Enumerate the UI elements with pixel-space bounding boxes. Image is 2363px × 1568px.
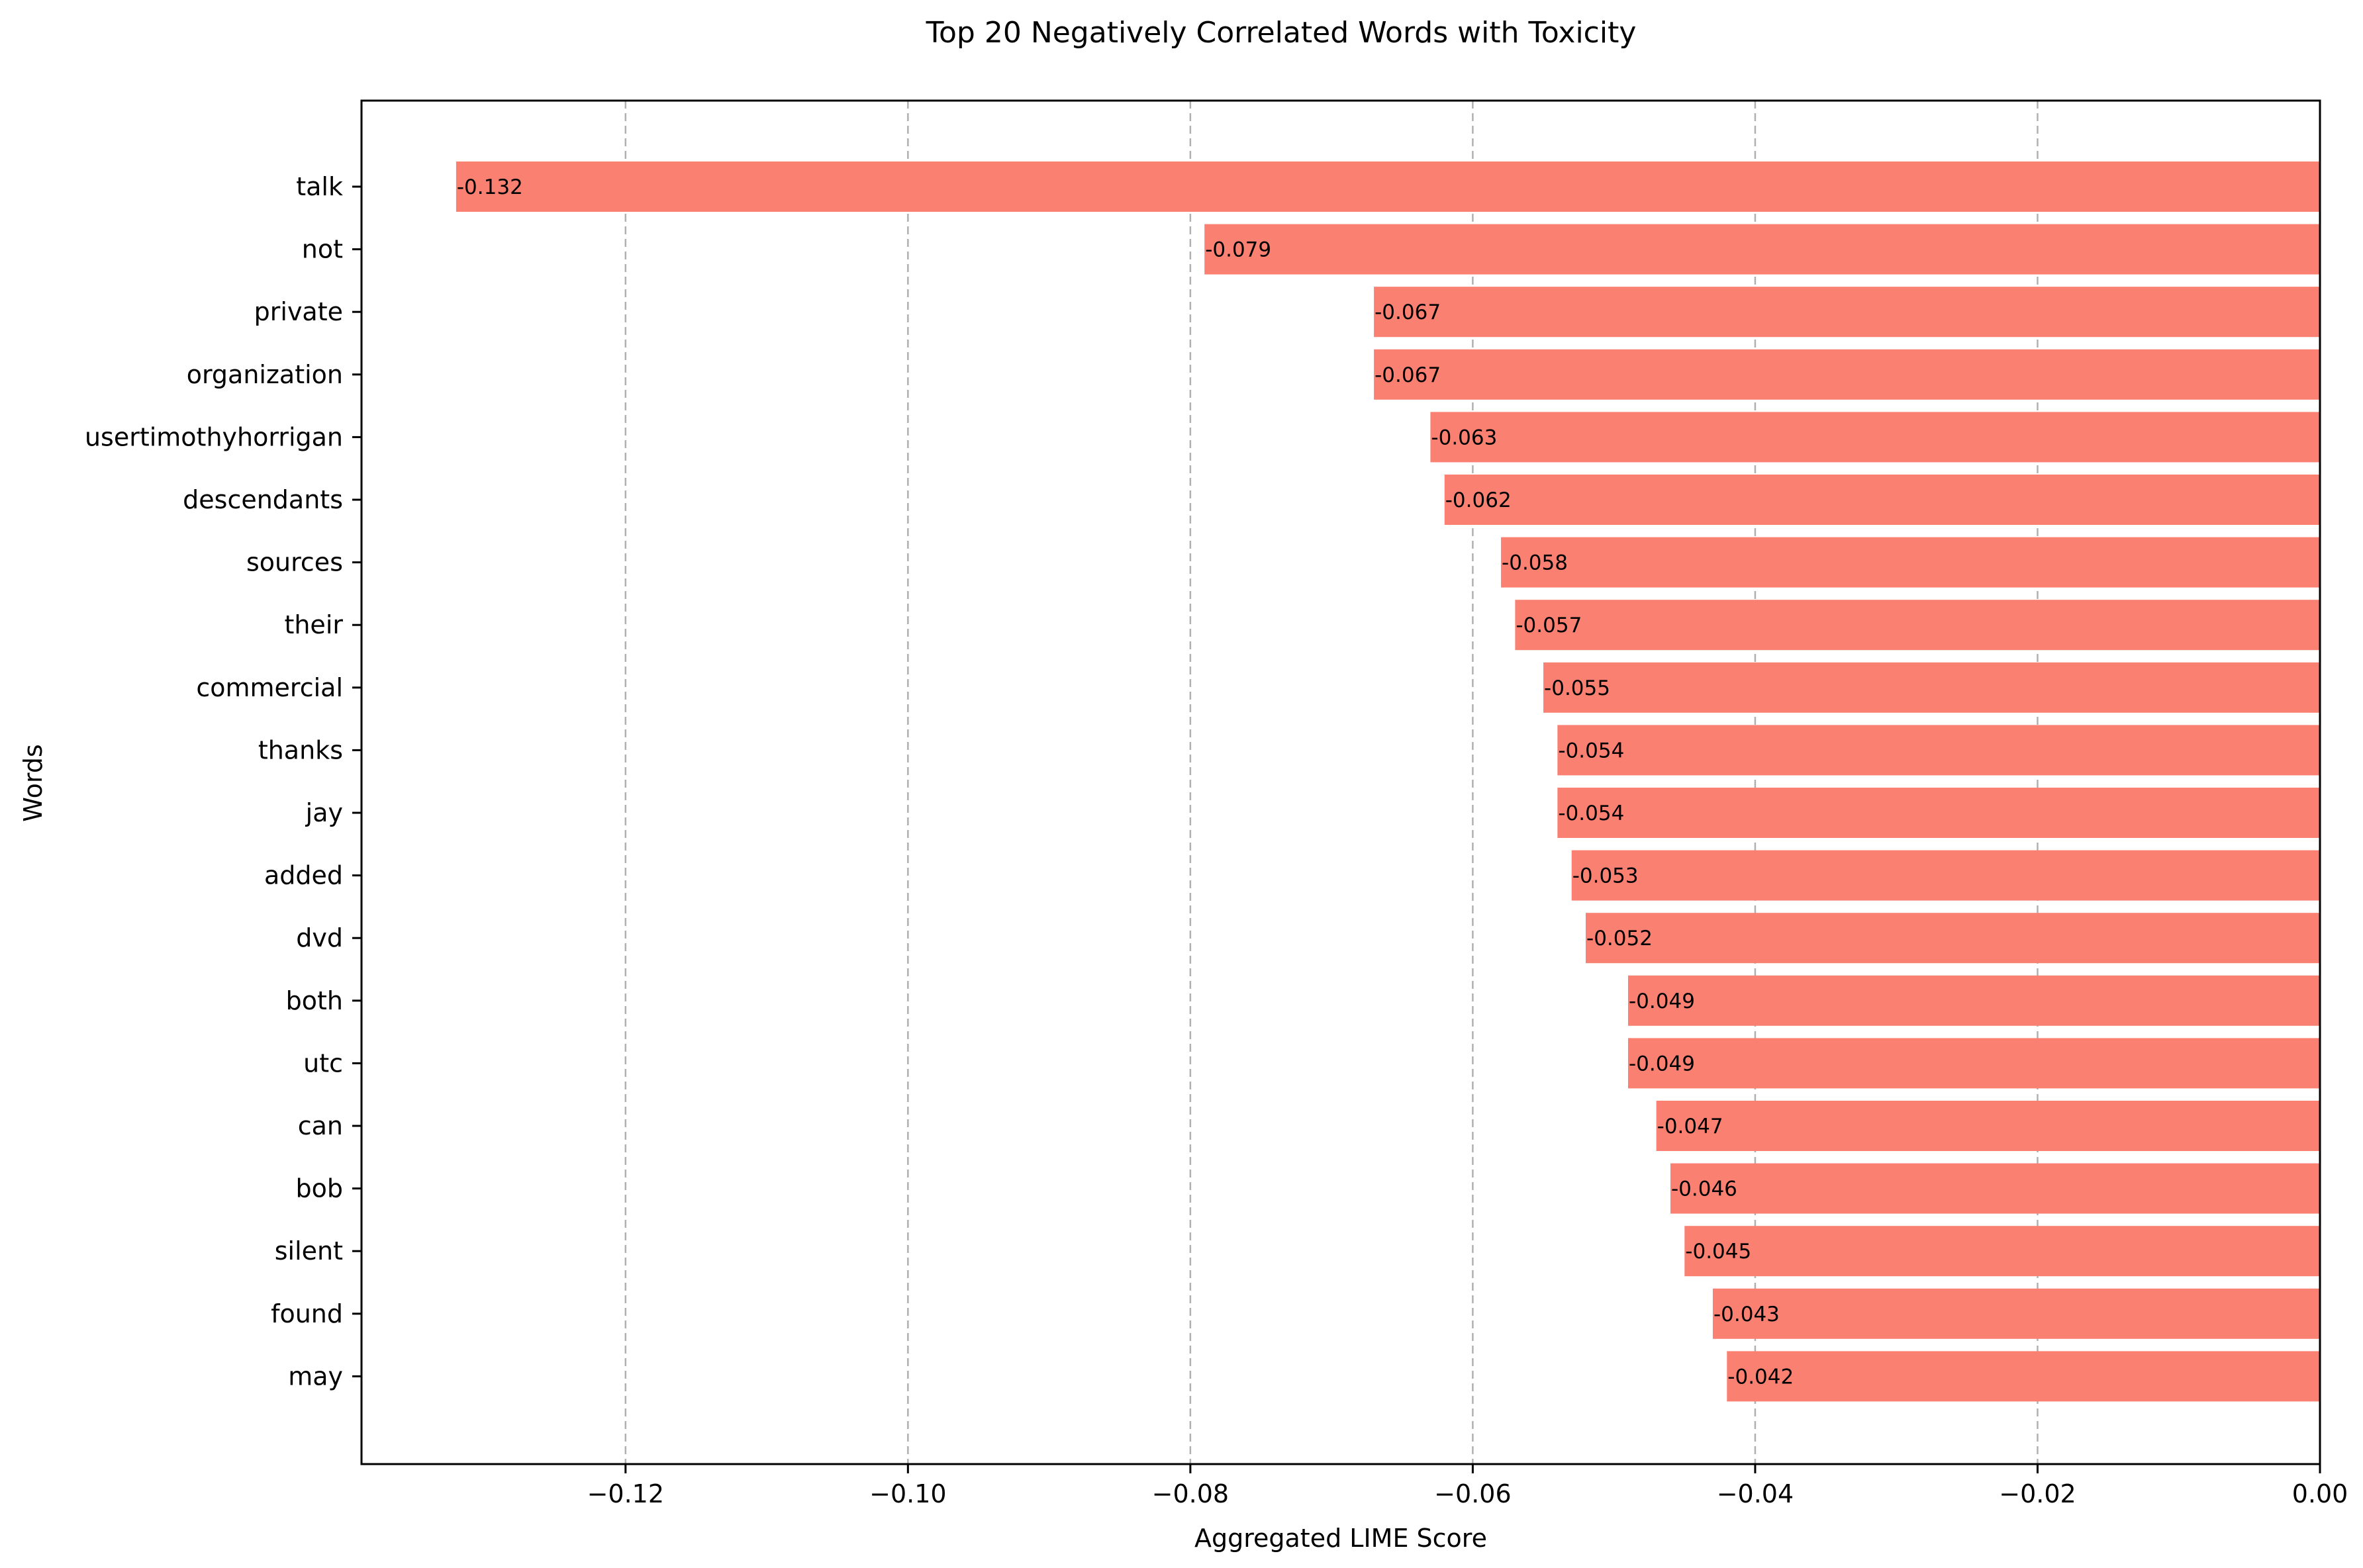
x-tick-label: 0.00 <box>2292 1479 2348 1508</box>
y-tick-label: found <box>271 1299 343 1328</box>
data-label: -0.067 <box>1374 300 1441 324</box>
bar <box>1627 975 2320 1026</box>
bar <box>1501 537 2320 588</box>
bar <box>1727 1351 2320 1402</box>
bar <box>1586 913 2320 964</box>
y-tick-label: may <box>288 1361 343 1391</box>
data-label: -0.049 <box>1629 990 1695 1013</box>
data-label: -0.049 <box>1629 1052 1695 1076</box>
x-tick-label: −0.02 <box>1999 1479 2076 1508</box>
bar <box>1670 1163 2320 1214</box>
y-axis-label: Words <box>19 744 48 821</box>
y-tick-label: commercial <box>196 673 343 702</box>
y-tick-label: silent <box>275 1236 343 1266</box>
data-label: -0.057 <box>1516 614 1582 637</box>
bar <box>1374 287 2320 338</box>
bar <box>1627 1038 2320 1089</box>
data-label: -0.079 <box>1205 238 1271 262</box>
data-label: -0.055 <box>1544 676 1610 700</box>
y-tick-label: utc <box>303 1048 343 1078</box>
y-tick-label: talk <box>296 172 343 201</box>
data-label: -0.042 <box>1727 1365 1794 1389</box>
y-tick-label: their <box>284 610 343 639</box>
y-tick-label: jay <box>305 798 343 827</box>
y-tick-label: organization <box>187 360 343 389</box>
y-tick-label: both <box>286 986 343 1015</box>
data-label: -0.043 <box>1713 1303 1780 1326</box>
bar <box>1543 662 2320 713</box>
bar <box>1515 600 2320 651</box>
y-tick-label: dvd <box>296 923 343 952</box>
y-tick-label: not <box>302 235 343 264</box>
bar <box>1557 725 2320 776</box>
data-label: -0.132 <box>457 175 523 199</box>
x-tick-label: −0.12 <box>587 1479 664 1508</box>
bar <box>1656 1101 2320 1151</box>
bar <box>1204 224 2320 275</box>
bar <box>1684 1226 2320 1277</box>
bars <box>456 161 2321 1402</box>
x-tick-label: −0.10 <box>869 1479 946 1508</box>
bar <box>1557 788 2320 838</box>
y-tick-label: private <box>254 297 343 326</box>
x-axis-ticks: −0.12 −0.10 −0.08 −0.06 −0.04 −0.02 0.00 <box>587 1464 2348 1508</box>
y-tick-label: bob <box>296 1174 344 1203</box>
data-label: -0.052 <box>1586 927 1653 950</box>
x-tick-label: −0.06 <box>1434 1479 1511 1508</box>
data-label: -0.053 <box>1572 864 1639 888</box>
data-label: -0.058 <box>1502 551 1568 575</box>
bar <box>1571 850 2320 901</box>
data-label: -0.045 <box>1685 1240 1751 1264</box>
y-tick-label: can <box>298 1111 343 1140</box>
plot-frame <box>360 99 2321 1465</box>
bar <box>1430 412 2320 463</box>
bar <box>1712 1288 2320 1339</box>
chart-title: Top 20 Negatively Correlated Words with … <box>926 16 1637 50</box>
data-label: -0.054 <box>1558 739 1624 762</box>
x-tick-label: −0.04 <box>1717 1479 1794 1508</box>
data-label: -0.062 <box>1445 488 1512 512</box>
bar <box>456 161 2321 212</box>
y-axis-ticks: talk not private organization usertimothyhor… <box>85 172 362 1391</box>
data-labels: -0.132 -0.079 -0.067 -0.067 -0.063 -0.062 -0.0… <box>457 175 1794 1389</box>
y-tick-label: descendants <box>183 485 343 514</box>
bar <box>1444 475 2320 525</box>
y-tick-label: sources <box>246 548 343 577</box>
data-label: -0.067 <box>1374 363 1441 387</box>
y-tick-label: thanks <box>258 735 343 764</box>
bar <box>1374 349 2320 400</box>
data-label: -0.063 <box>1431 426 1497 449</box>
x-axis-label: Aggregated LIME Score <box>1194 1524 1487 1553</box>
data-label: -0.054 <box>1558 802 1624 825</box>
y-tick-label: usertimothyhorrigan <box>85 422 343 451</box>
data-label: -0.046 <box>1671 1177 1737 1201</box>
data-label: -0.047 <box>1657 1115 1723 1138</box>
x-tick-label: −0.08 <box>1152 1479 1229 1508</box>
y-tick-label: added <box>264 861 343 890</box>
